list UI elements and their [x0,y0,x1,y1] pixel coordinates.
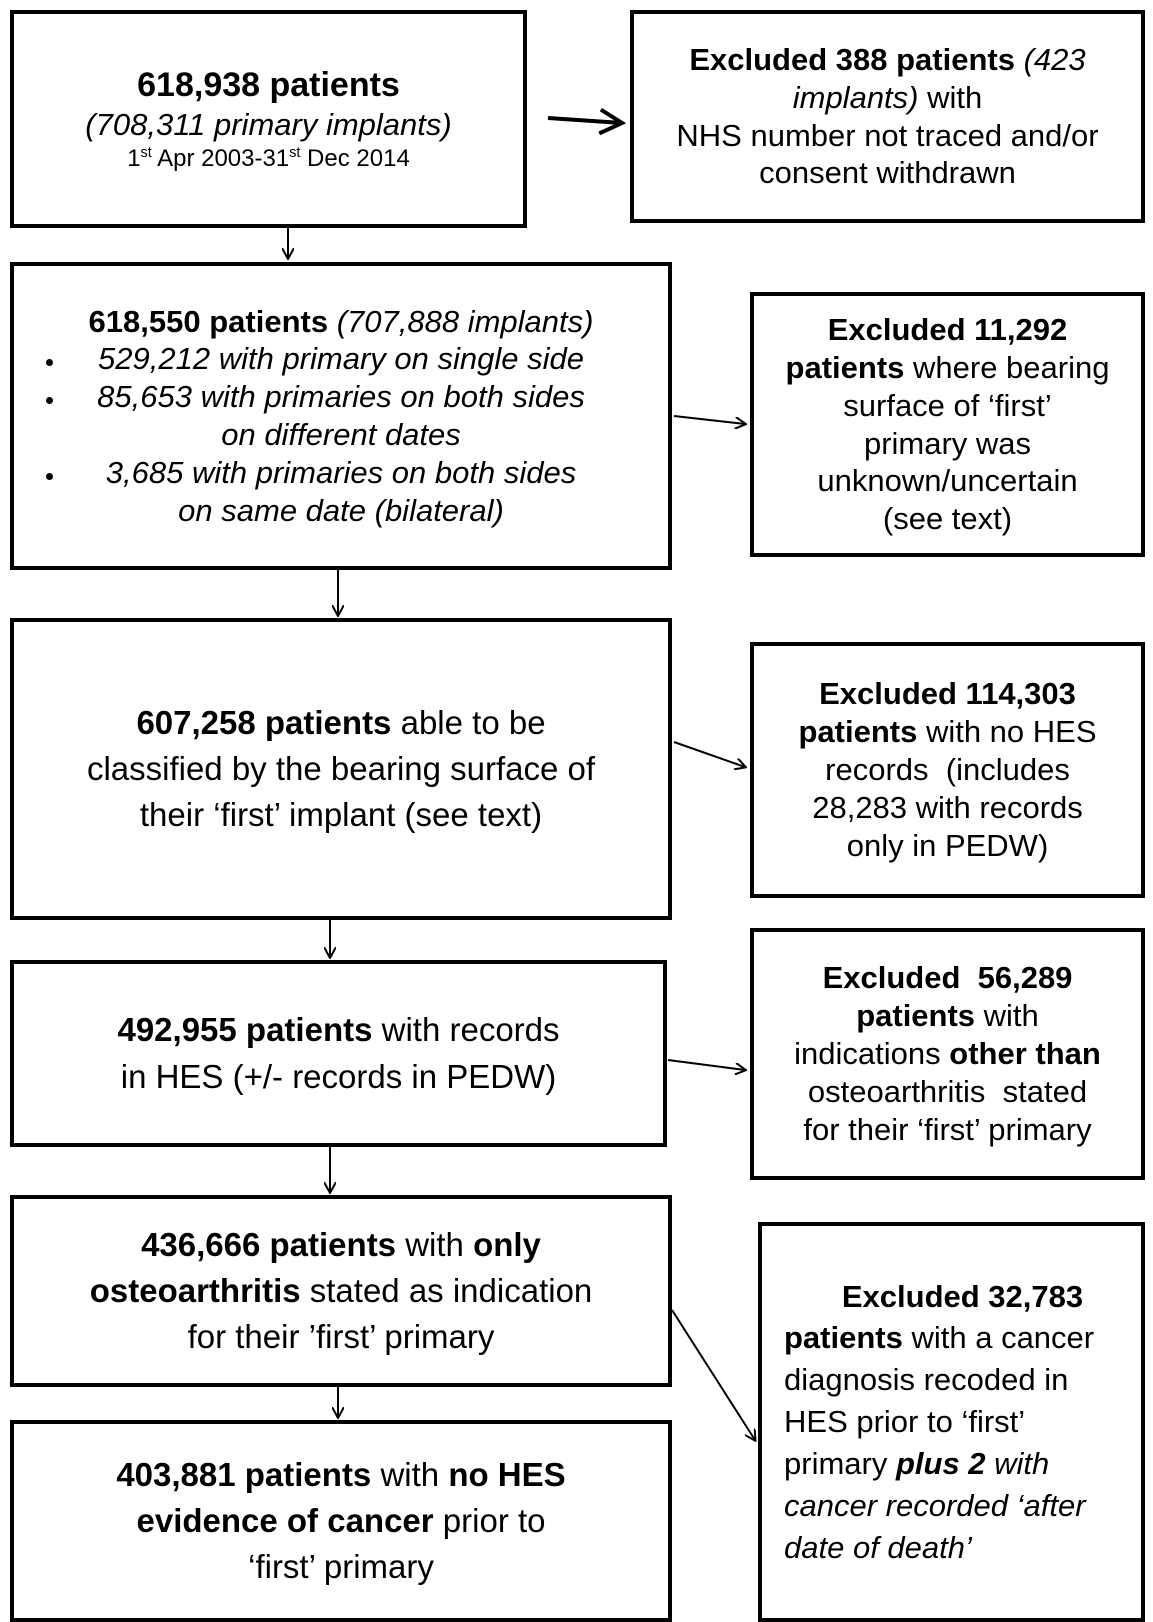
text: Dec 2014 [300,145,410,172]
text: (707,888 implants) [328,303,594,339]
text: 436,666 patients [141,1225,397,1263]
text: ‘first’ primary [248,1548,434,1586]
text: plus 2 [895,1445,986,1481]
text: patients [785,349,905,385]
text: 607,258 patients [136,703,392,741]
text: Excluded 388 patients [689,41,1015,77]
text: st [140,145,152,161]
text: date of death’ [784,1529,972,1565]
text: other than [949,1036,1101,1072]
text: only in PEDW) [846,827,1049,863]
text: with [371,1455,449,1493]
text: on same date (bilateral) [178,492,504,528]
text: with no HES [917,714,1097,750]
text: classified by the bearing surface of [86,749,596,787]
text: (see text) [882,501,1013,537]
text: with [396,1225,474,1263]
text: indications [794,1036,950,1072]
text: stated as indication [300,1271,593,1309]
text: st [289,145,301,161]
text: (708,311 primary implants) [85,107,452,143]
text: only [473,1225,541,1263]
text: in HES (+/- records in PEDW) [120,1057,557,1095]
text: evidence of cancer [136,1501,434,1539]
text: 28,283 with records [812,789,1083,825]
box: 618,938 patients (708,311 primary implan… [10,10,527,228]
arrow [671,1309,755,1440]
text: osteoarthritis stated [807,1073,1088,1109]
arrow [673,741,745,767]
text: implants) [792,79,919,115]
text: diagnosis recoded in [784,1362,1069,1398]
text: 492,955 patients [117,1011,373,1049]
text: HES prior to ‘first’ [784,1404,1026,1440]
text: with [975,998,1039,1034]
text: Excluded 56,289 [822,960,1073,996]
bullet-text: 3,685 with primaries on both sides [14,454,668,492]
text: patients [856,998,976,1034]
arrow [667,1059,745,1070]
box: Excluded 11,292 patients where bearing s… [750,292,1145,557]
text: primary [784,1445,896,1481]
box: 492,955 patients with records in HES (+/… [10,960,667,1147]
text: for their ’first’ primary [187,1318,495,1356]
text: with [918,79,983,115]
text: Excluded 32,783 [841,1278,1084,1314]
box: Excluded 388 patients (423 implants) wit… [630,10,1145,223]
box: 618,550 patients (707,888 implants) 529,… [10,262,672,570]
text: with a cancer [902,1320,1095,1356]
text: for their ‘first’ primary [803,1111,1092,1147]
text: 618,938 patients [137,65,400,104]
text: on different dates [221,417,461,452]
bullet-text: 529,212 with primary on single side [14,340,668,378]
text: records (includes [825,752,1070,788]
arrow [673,415,745,424]
text: patients [784,1320,903,1356]
text: surface of ‘first’ [843,387,1052,423]
text: Excluded 114,303 [819,676,1076,712]
text: (423 [1014,41,1086,77]
bullet-text: 85,653 with primaries on both sides [14,378,668,416]
text: 1 [127,145,141,172]
text: where bearing [904,349,1110,385]
text: 403,881 patients [116,1455,372,1493]
text: cancer recorded ‘after [784,1487,1086,1523]
text: unknown/uncertain [817,463,1078,499]
box: Excluded 56,289 patients with indication… [750,928,1145,1180]
text: no HES [448,1455,566,1493]
text: primary was [863,425,1032,461]
box: 436,666 patients with only osteoarthriti… [10,1195,672,1387]
text: 618,550 patients [88,303,329,339]
text: consent withdrawn [759,155,1016,191]
box: 403,881 patients with no HES evidence of… [10,1420,672,1622]
box: Excluded 114,303 patients with no HES re… [750,642,1145,898]
text: patients [798,714,918,750]
box: 607,258 patients able to be classified b… [10,618,672,920]
text: Excluded 11,292 [827,312,1068,348]
text: with [985,1445,1050,1481]
text: prior to [433,1501,546,1539]
text: NHS number not traced and/or [676,117,1099,153]
text: with records [372,1011,560,1049]
text: able to be [391,703,546,741]
text: their ‘first’ implant (see text) [139,796,543,834]
arrow [547,118,622,123]
box: Excluded 32,783 patients with a cancer d… [758,1222,1145,1622]
text: osteoarthritis [89,1271,301,1309]
text: Apr 2003-31 [151,145,290,172]
